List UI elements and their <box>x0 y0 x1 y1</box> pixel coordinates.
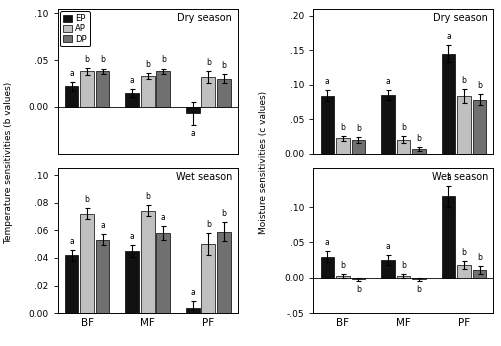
Bar <box>441 54 455 154</box>
Bar <box>472 270 486 278</box>
Bar <box>352 140 365 154</box>
Bar <box>80 71 94 107</box>
Text: b: b <box>477 253 482 262</box>
Bar <box>397 276 410 278</box>
Bar <box>80 214 94 313</box>
Bar <box>381 260 395 278</box>
Bar <box>457 265 471 278</box>
Bar <box>186 308 199 313</box>
Bar <box>156 71 170 107</box>
Text: b: b <box>416 285 421 294</box>
Bar <box>217 79 230 107</box>
Text: a: a <box>190 288 195 297</box>
Bar <box>186 107 199 113</box>
Text: Dry season: Dry season <box>433 13 488 23</box>
Bar <box>457 96 471 154</box>
Text: b: b <box>85 195 90 204</box>
Text: b: b <box>461 248 466 257</box>
Bar <box>156 233 170 313</box>
Text: b: b <box>461 76 466 85</box>
Text: a: a <box>386 77 390 86</box>
Text: a: a <box>161 213 165 222</box>
Bar <box>352 278 365 279</box>
Bar <box>397 140 410 154</box>
Text: a: a <box>325 238 330 247</box>
Text: Dry season: Dry season <box>177 13 232 23</box>
Text: b: b <box>206 220 210 229</box>
Text: b: b <box>221 61 226 70</box>
Text: a: a <box>386 242 390 251</box>
Text: a: a <box>130 233 135 242</box>
Bar <box>65 86 79 107</box>
Text: a: a <box>69 237 74 246</box>
Text: b: b <box>161 55 166 64</box>
Text: b: b <box>100 55 105 64</box>
Text: b: b <box>356 285 361 294</box>
Bar <box>201 77 215 107</box>
Bar <box>65 255 79 313</box>
Text: Wet season: Wet season <box>432 173 488 182</box>
Text: Moisture sensitivities (c values): Moisture sensitivities (c values) <box>259 91 268 234</box>
Text: a: a <box>190 129 195 138</box>
Text: Wet season: Wet season <box>176 173 232 182</box>
Text: b: b <box>145 192 150 201</box>
Text: b: b <box>85 55 90 64</box>
Bar <box>96 240 110 313</box>
Bar <box>472 100 486 154</box>
Bar <box>217 232 230 313</box>
Text: b: b <box>221 209 226 218</box>
Text: a: a <box>100 221 105 230</box>
Text: b: b <box>341 122 345 131</box>
Bar <box>336 138 350 154</box>
Bar <box>321 256 334 278</box>
Text: a: a <box>130 76 135 85</box>
Bar <box>336 276 350 278</box>
Bar <box>125 251 139 313</box>
Bar <box>96 71 110 107</box>
Text: a: a <box>69 69 74 78</box>
Bar <box>381 95 395 154</box>
Legend: EP, AP, DP: EP, AP, DP <box>60 11 90 46</box>
Text: b: b <box>145 60 150 69</box>
Text: b: b <box>416 134 421 143</box>
Bar <box>412 149 426 154</box>
Text: a: a <box>446 32 451 41</box>
Text: b: b <box>356 124 361 133</box>
Bar <box>141 211 154 313</box>
Bar <box>141 76 154 107</box>
Bar <box>412 278 426 279</box>
Text: a: a <box>325 77 330 86</box>
Text: a: a <box>446 173 451 182</box>
Text: b: b <box>206 58 210 67</box>
Text: b: b <box>477 81 482 90</box>
Bar <box>321 95 334 154</box>
Text: b: b <box>341 261 345 270</box>
Bar <box>125 93 139 107</box>
Text: Temperature sensitivities (b values): Temperature sensitivities (b values) <box>5 82 14 244</box>
Text: b: b <box>401 261 406 270</box>
Text: b: b <box>401 123 406 132</box>
Bar <box>441 197 455 278</box>
Bar <box>201 244 215 313</box>
